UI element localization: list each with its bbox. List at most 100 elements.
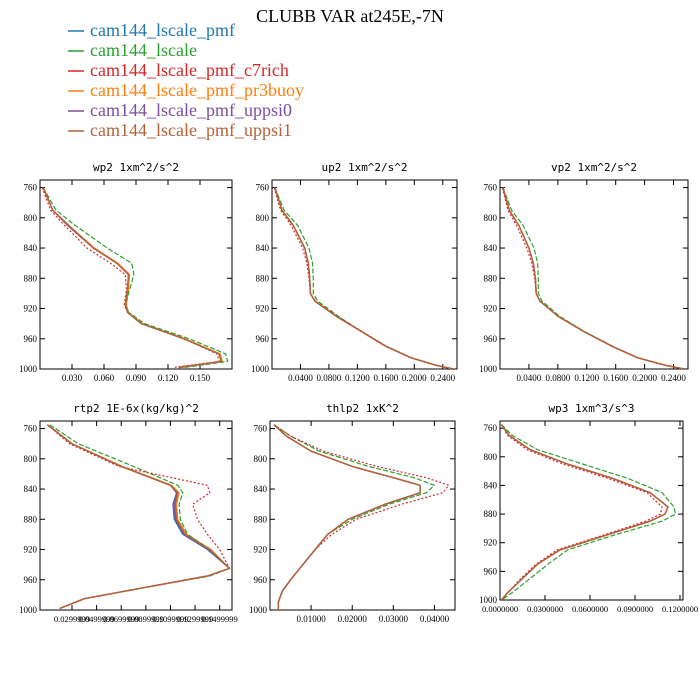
y-tick-label: 880 [24, 273, 38, 283]
legend-label: cam144_lscale [90, 40, 197, 60]
x-tick-label: 0.2000 [632, 373, 657, 383]
series-group [273, 187, 454, 369]
series-line [500, 424, 663, 600]
plot-frame [499, 179, 689, 370]
series-line [500, 424, 669, 600]
series-line [49, 424, 231, 610]
plot-frame [39, 179, 233, 370]
legend-label: cam144_lscale_pmf_uppsi0 [90, 100, 292, 120]
x-tick-label: 0.0600000 [572, 604, 608, 614]
x-tick-label: 0.1200000 [662, 604, 698, 614]
series-line [502, 187, 685, 369]
x-tick-label: 0.0299999 [54, 614, 90, 624]
y-tick-label: 1000 [19, 605, 38, 615]
y-tick-label: 920 [24, 304, 38, 314]
x-tick-label: 0.0900000 [617, 604, 653, 614]
series-line [273, 424, 421, 610]
y-tick-label: 960 [256, 334, 270, 344]
x-tick-label: 0.030 [62, 373, 83, 383]
x-tick-label: 0.120 [158, 373, 179, 383]
y-tick-label: 960 [24, 334, 38, 344]
y-tick-label: 800 [254, 454, 268, 464]
x-tick-label: 0.04000 [420, 614, 450, 624]
series-line [273, 187, 454, 369]
y-tick-label: 800 [484, 452, 498, 462]
x-tick-label: 0.1200 [345, 373, 370, 383]
x-tick-label: 0.1600 [603, 373, 628, 383]
series-line [501, 424, 677, 600]
series-line [47, 424, 231, 610]
plot-frame [269, 420, 456, 611]
series-line [502, 187, 685, 369]
y-tick-label: 800 [24, 213, 38, 223]
y-tick-label: 920 [256, 304, 270, 314]
chart-panel: wp2 1xm^2/s^2 760 800 840 880 920 960 1000 0.030… [19, 161, 233, 383]
panel-title: vp2 1xm^2/s^2 [551, 161, 637, 174]
series-line [42, 187, 229, 369]
x-tick-label: 0.090 [126, 373, 147, 383]
x-tick-label: 0.0699999 [103, 614, 139, 624]
y-tick-label: 840 [256, 243, 270, 253]
series-line [274, 187, 454, 369]
y-tick-label: 1000 [479, 595, 498, 605]
x-tick-label: 0.0800 [317, 373, 342, 383]
series-line [273, 424, 421, 610]
series-line [273, 424, 435, 610]
figure-title: CLUBB VAR at245E,-7N [256, 6, 444, 26]
x-tick-label: 0.0800 [545, 373, 570, 383]
y-tick-label: 920 [254, 545, 268, 555]
series-line [274, 187, 454, 369]
series-line [274, 187, 454, 369]
y-tick-label: 960 [484, 566, 498, 576]
series-line [501, 187, 685, 369]
plot-frame [39, 420, 233, 611]
y-tick-label: 920 [484, 304, 498, 314]
series-line [502, 187, 685, 369]
legend-label: cam144_lscale_pmf_pr3buoy [90, 80, 304, 100]
x-tick-label: 0.0000000 [482, 604, 518, 614]
legend-label: cam144_lscale_pmf_uppsi1 [90, 120, 292, 140]
chart-panel: rtp2 1E-6x(kg/kg)^2 760 800 840 880 920 960 100… [19, 402, 238, 624]
series-line [47, 424, 231, 610]
y-tick-label: 1000 [19, 364, 38, 374]
x-tick-label: 0.1600 [373, 373, 398, 383]
chart-panel: up2 1xm^2/s^2 760 800 840 880 920 960 1000 0.040… [251, 161, 458, 383]
y-tick-label: 920 [484, 538, 498, 548]
panel-title: rtp2 1E-6x(kg/kg)^2 [73, 402, 199, 415]
series-group [273, 424, 450, 610]
y-tick-label: 760 [484, 183, 498, 193]
x-tick-label: 0.1200 [574, 373, 599, 383]
y-tick-label: 800 [24, 454, 38, 464]
legend-label: cam144_lscale_pmf_c7rich [90, 60, 289, 80]
x-tick-label: 0.0499999 [79, 614, 115, 624]
x-tick-label: 0.2400 [661, 373, 686, 383]
legend-label: cam144_lscale_pmf [90, 20, 235, 40]
x-tick-label: 0.01000 [296, 614, 326, 624]
plot-frame [271, 179, 458, 370]
series-line [273, 424, 421, 610]
y-tick-label: 840 [254, 484, 268, 494]
x-tick-label: 0.02000 [338, 614, 368, 624]
series-line [41, 187, 220, 369]
y-tick-label: 1000 [249, 605, 268, 615]
y-tick-label: 840 [484, 480, 498, 490]
x-tick-label: 0.2400 [430, 373, 455, 383]
y-tick-label: 1000 [479, 364, 498, 374]
y-tick-label: 760 [254, 424, 268, 434]
y-tick-label: 760 [24, 183, 38, 193]
y-tick-label: 920 [24, 545, 38, 555]
series-group [41, 187, 229, 369]
x-tick-label: 0.0400 [288, 373, 313, 383]
y-tick-label: 760 [24, 424, 38, 434]
series-line [47, 424, 231, 610]
chart-panel: wp3 1xm^3/s^3 760 800 840 880 920 960 10000.000… [479, 402, 698, 614]
y-tick-label: 880 [254, 514, 268, 524]
panel-title: wp3 1xm^3/s^3 [548, 402, 634, 415]
x-tick-label: 0.0400 [517, 373, 542, 383]
y-tick-label: 960 [484, 334, 498, 344]
y-tick-label: 960 [24, 575, 38, 585]
y-tick-label: 880 [24, 514, 38, 524]
series-line [502, 187, 685, 369]
panel-title: up2 1xm^2/s^2 [321, 161, 407, 174]
series-line [502, 187, 685, 369]
